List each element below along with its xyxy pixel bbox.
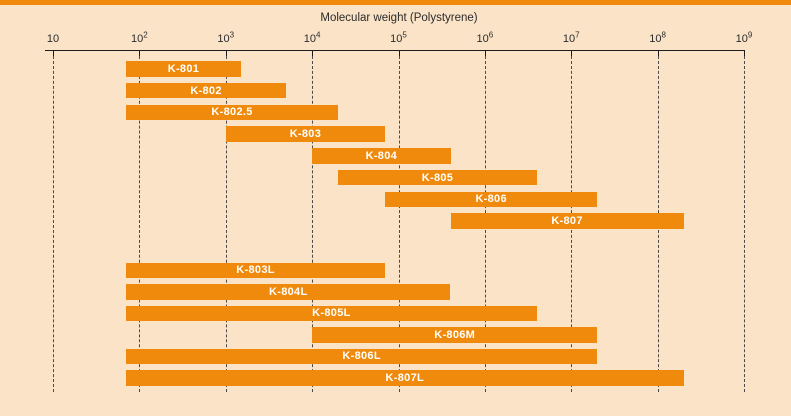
axis-tick-mark [398,49,400,56]
axis-tick-mark [744,49,745,56]
axis-tick-exponent: 8 [661,30,666,40]
bar-label: K-803L [236,264,275,277]
bar-label: K-803 [289,128,322,140]
bar-label: K-804 [365,149,398,162]
axis-tick-label: 109 [735,30,753,45]
axis-tick-exponent: 3 [229,30,235,40]
bar-label: K-806M [434,328,476,341]
bar-label: K-806 [475,193,507,206]
axis-tick-exponent: 2 [143,30,148,40]
axis-tick-label: 103 [217,30,235,45]
range-bar-k-807: K-807 [450,213,684,229]
range-bar-k-803l: K-803L [125,262,386,279]
bar-label: K-805 [421,171,454,184]
range-bar-k-801: K-801 [125,61,241,77]
axis-tick-label: 102 [131,30,148,45]
bar-label: K-807L [385,371,425,384]
bar-label: K-802.5 [211,106,253,119]
decade-gridline [744,56,745,392]
range-bar-k-802: K-802 [125,82,287,99]
chart-title: Molecular weight (Polystyrene) [320,12,478,24]
axis-tick-mark [53,49,54,56]
decade-gridline [225,56,227,392]
axis-tick-exponent: 4 [316,30,321,40]
bar-label: K-805L [312,307,351,320]
axis-tick-mark [571,49,573,56]
axis-tick-exponent: 7 [575,30,580,40]
bar-label: K-801 [167,62,200,75]
decade-gridline [398,56,400,392]
axis-tick-mark [484,49,486,56]
range-bar-k-806m: K-806M [312,327,598,343]
range-bar-k-805: K-805 [338,169,537,186]
axis-tick-label: 104 [303,30,321,45]
decade-gridline [312,56,314,392]
axis-tick-label: 108 [649,30,666,45]
range-bar-k-806: K-806 [385,191,598,207]
range-bar-k-807l: K-807L [125,370,684,386]
axis-tick-exponent: 5 [402,30,407,40]
bar-label: K-806L [342,350,381,363]
x-axis-line [45,49,745,51]
range-bar-k-804l: K-804L [125,284,451,300]
axis-tick-exponent: 9 [747,30,753,40]
bar-label: K-807 [551,215,583,227]
axis-tick-mark [312,49,314,56]
range-bar-k-804: K-804 [312,148,451,164]
top-border-strip [0,0,791,5]
axis-tick-label: 10 [46,33,60,45]
bar-label: K-802 [190,84,222,97]
axis-tick-mark [225,49,227,56]
decade-gridline [139,56,141,392]
axis-tick-label: 106 [476,30,494,45]
range-bar-k-803: K-803 [225,126,386,142]
range-bar-k-805l: K-805L [125,305,537,322]
decade-gridline [53,56,54,392]
axis-tick-mark [139,49,141,56]
range-bar-k-806l: K-806L [125,348,598,365]
bar-label: K-804L [268,285,308,298]
axis-tick-label: 107 [562,30,580,45]
axis-tick-label: 105 [390,30,407,45]
axis-tick-exponent: 6 [488,30,494,40]
range-bar-k-802.5: K-802.5 [125,104,339,120]
axis-tick-mark [657,49,659,56]
